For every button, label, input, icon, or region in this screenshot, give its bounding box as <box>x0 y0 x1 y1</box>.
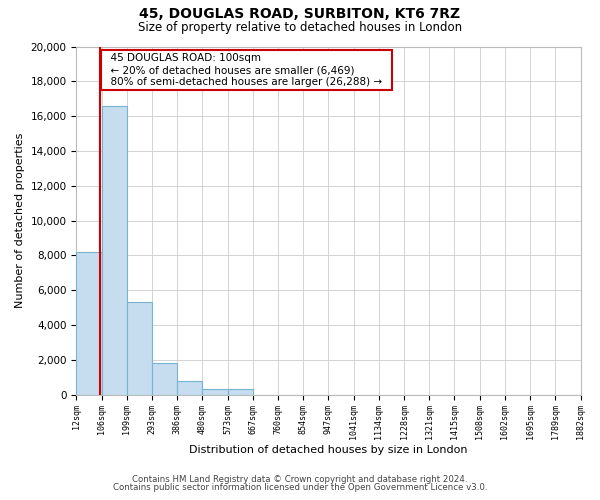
Text: Size of property relative to detached houses in London: Size of property relative to detached ho… <box>138 22 462 35</box>
Bar <box>76 252 101 394</box>
Bar <box>101 106 127 395</box>
Text: Contains HM Land Registry data © Crown copyright and database right 2024.: Contains HM Land Registry data © Crown c… <box>132 475 468 484</box>
Text: 45, DOUGLAS ROAD, SURBITON, KT6 7RZ: 45, DOUGLAS ROAD, SURBITON, KT6 7RZ <box>139 8 461 22</box>
X-axis label: Distribution of detached houses by size in London: Distribution of detached houses by size … <box>189 445 468 455</box>
Bar <box>202 390 227 394</box>
Y-axis label: Number of detached properties: Number of detached properties <box>15 133 25 308</box>
Text: 45 DOUGLAS ROAD: 100sqm
  ← 20% of detached houses are smaller (6,469)
  80% of : 45 DOUGLAS ROAD: 100sqm ← 20% of detache… <box>104 54 388 86</box>
Bar <box>127 302 152 394</box>
Text: Contains public sector information licensed under the Open Government Licence v3: Contains public sector information licen… <box>113 484 487 492</box>
Bar <box>227 390 253 394</box>
Bar <box>177 381 202 394</box>
Bar <box>152 364 177 394</box>
